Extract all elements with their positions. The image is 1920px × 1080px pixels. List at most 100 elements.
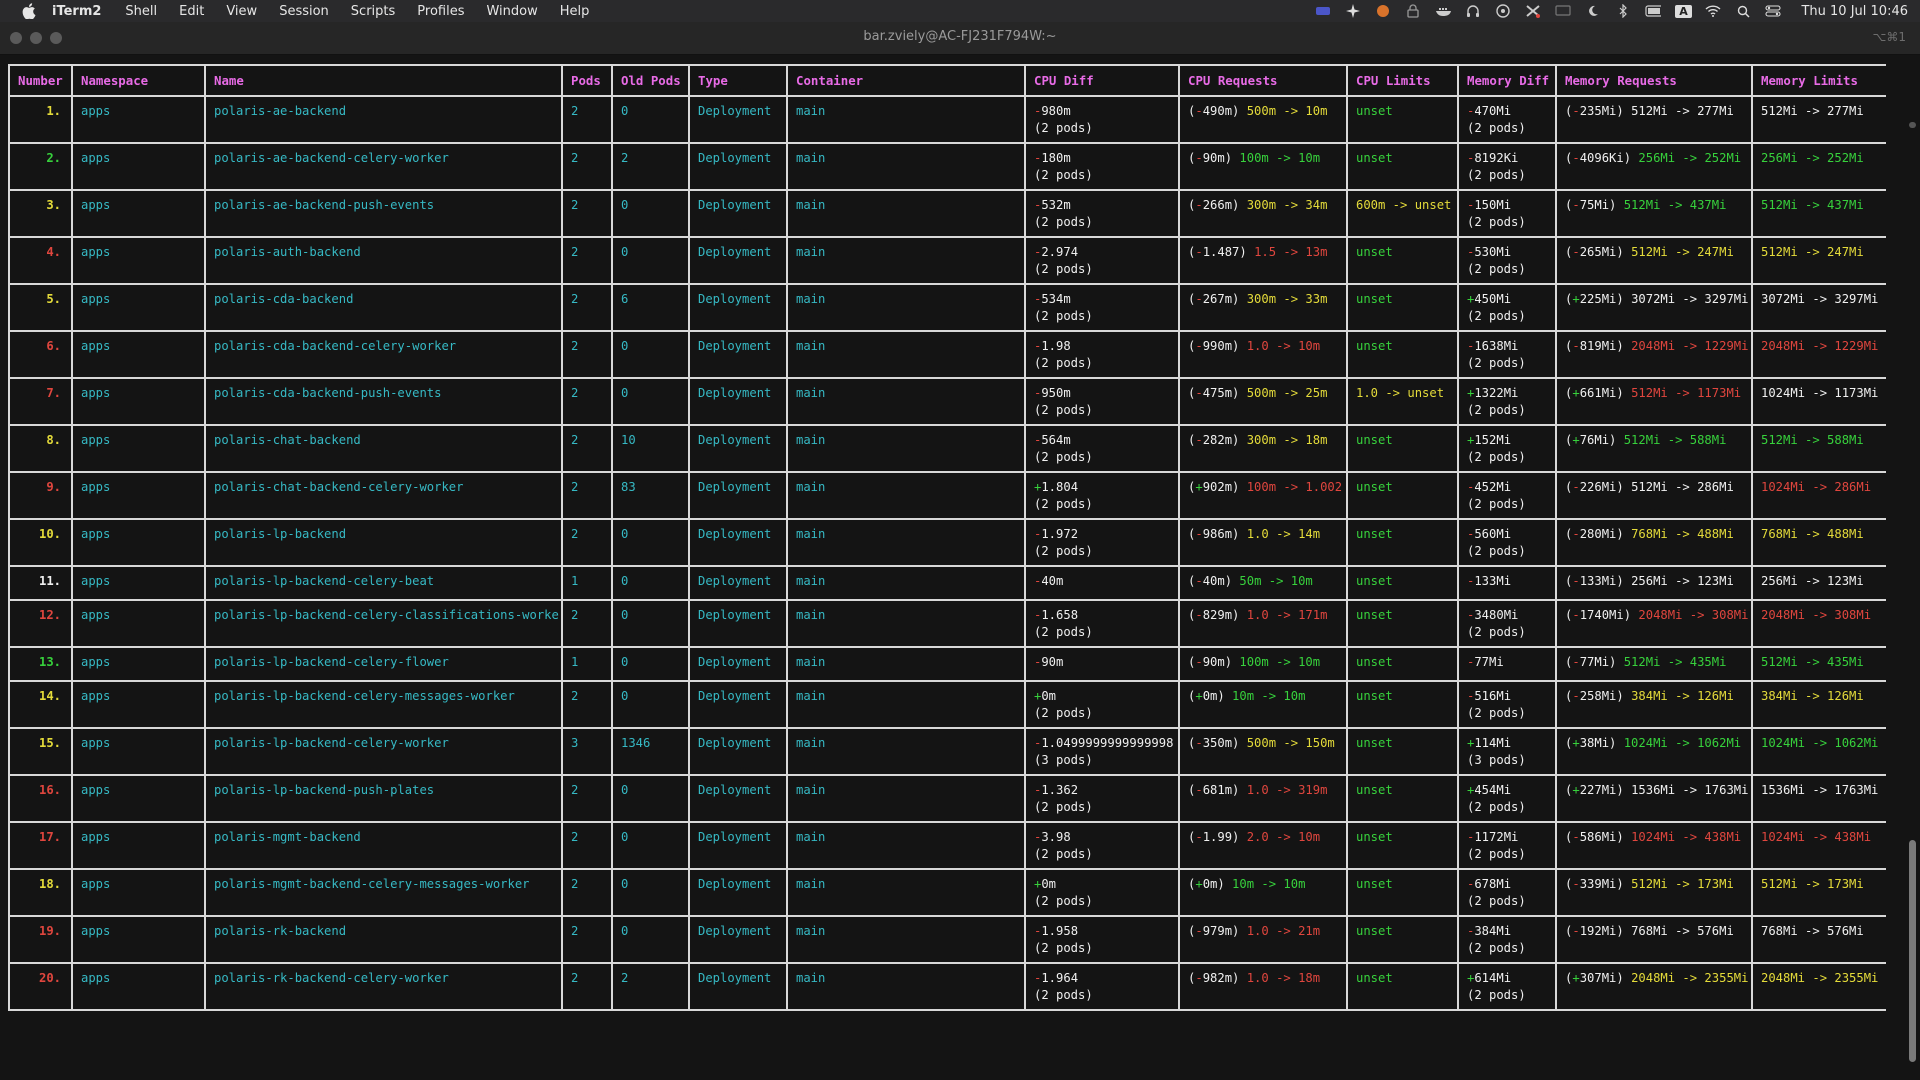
cell-cpu-diff: +0m (2 pods) <box>1024 868 1180 917</box>
mem-diff-value: 1638Mi <box>1474 339 1519 353</box>
mem-limits-value: 1024Mi -> 286Mi <box>1761 480 1872 494</box>
type-value: Deployment <box>698 104 772 118</box>
docker-icon[interactable] <box>1435 4 1452 18</box>
mem-limits-value: 1024Mi -> 1173Mi <box>1761 386 1879 400</box>
wifi-icon[interactable] <box>1705 4 1721 18</box>
cpu-req-change: 500m -> 150m <box>1246 736 1335 750</box>
cpu-diff-pods: (2 pods) <box>1034 403 1093 417</box>
workload-name: polaris-cda-backend-push-events <box>214 386 442 400</box>
mem-req-delta-sign: - <box>1572 608 1580 622</box>
cpu-diff-sign: - <box>1034 783 1042 797</box>
menu-view[interactable]: View <box>226 3 258 19</box>
apple-icon[interactable] <box>20 2 38 20</box>
col-memory-requests-header: Memory Requests <box>1555 64 1753 97</box>
mem-req-delta: 339Mi) <box>1579 877 1624 891</box>
mem-diff-sign: - <box>1467 830 1475 844</box>
search-icon[interactable] <box>1735 4 1751 18</box>
menu-app-iterm2[interactable]: iTerm2 <box>52 3 102 19</box>
cell-memory-requests: (+307Mi) 2048Mi -> 2355Mi <box>1555 962 1753 1011</box>
mem-req-change: 3072Mi -> 3297Mi <box>1631 292 1749 306</box>
cpu-limits-value: unset <box>1356 924 1393 938</box>
row-number: 16. <box>38 783 61 797</box>
mem-diff-value: 530Mi <box>1474 245 1512 259</box>
cell-type: Deployment <box>688 377 788 426</box>
cell-old-pods: 10 <box>611 424 690 473</box>
cell-memory-limits: 512Mi -> 277Mi <box>1751 95 1886 144</box>
bluetooth-icon[interactable] <box>1615 4 1631 18</box>
old-pods-value: 0 <box>621 924 629 938</box>
pods-value: 2 <box>571 877 579 891</box>
namespace-value: apps <box>81 480 111 494</box>
container-value: main <box>796 736 826 750</box>
zoom-window-button[interactable] <box>50 32 62 44</box>
mem-diff-value: 8192Ki <box>1474 151 1519 165</box>
type-value: Deployment <box>698 245 772 259</box>
window-titlebar[interactable]: bar.zviely@AC-FJ231F794W:~ ⌥⌘1 <box>0 22 1920 55</box>
workload-name: polaris-lp-backend-celery-messages-worke… <box>214 689 515 703</box>
cpu-meter-icon[interactable] <box>1315 4 1331 18</box>
battery-icon[interactable] <box>1645 4 1662 18</box>
type-value: Deployment <box>698 877 772 891</box>
namespace-value: apps <box>81 971 111 985</box>
cell-namespace: apps <box>71 95 206 144</box>
cell-cpu-limits: unset <box>1346 142 1459 191</box>
namespace-value: apps <box>81 574 111 588</box>
mem-diff-value: 678Mi <box>1474 877 1512 891</box>
aperture-icon[interactable] <box>1495 4 1511 18</box>
table-header-row: Number Namespace Name Pods Old Pods Type Conta… <box>8 64 1886 97</box>
keyboard-input-icon[interactable]: A <box>1675 4 1692 18</box>
scrollbar-thumb[interactable] <box>1909 840 1916 1062</box>
table-row: 9. apps polaris-chat-backend-celery-worker… <box>8 471 1886 520</box>
menu-scripts[interactable]: Scripts <box>350 3 396 19</box>
cell-cpu-diff: -1.362 (2 pods) <box>1024 774 1180 823</box>
cell-memory-limits: 384Mi -> 126Mi <box>1751 680 1886 729</box>
cell-name: polaris-chat-backend-celery-worker <box>204 471 563 520</box>
control-center-icon[interactable] <box>1765 4 1782 18</box>
pods-value: 2 <box>571 689 579 703</box>
table-row: 7. apps polaris-cda-backend-push-events 2 0 D… <box>8 377 1886 426</box>
workload-name: polaris-mgmt-backend <box>214 830 361 844</box>
cpu-req-change: 300m -> 34m <box>1246 198 1328 212</box>
sparkle-icon[interactable] <box>1345 4 1361 18</box>
cell-type: Deployment <box>688 95 788 144</box>
paren: ( <box>1565 877 1573 891</box>
tools-icon[interactable] <box>1525 4 1541 18</box>
close-window-button[interactable] <box>10 32 22 44</box>
cell-container: main <box>786 727 1026 776</box>
cpu-diff-pods: (2 pods) <box>1034 894 1093 908</box>
mem-req-delta: 1740Mi) <box>1579 608 1632 622</box>
row-number: 15. <box>38 736 61 750</box>
cell-type: Deployment <box>688 424 788 473</box>
cell-cpu-diff: -1.964 (2 pods) <box>1024 962 1180 1011</box>
pods-value: 2 <box>571 527 579 541</box>
type-value: Deployment <box>698 151 772 165</box>
cell-cpu-limits: unset <box>1346 646 1459 682</box>
cell-memory-requests: (-1740Mi) 2048Mi -> 308Mi <box>1555 599 1753 648</box>
lock-icon[interactable] <box>1405 4 1421 18</box>
mem-diff-pods: (2 pods) <box>1467 497 1526 511</box>
menu-session[interactable]: Session <box>279 3 329 19</box>
cpu-diff-value: 90m <box>1041 655 1064 669</box>
terminal-session[interactable]: Number Namespace Name Pods Old Pods Type Conta… <box>8 64 1886 1080</box>
menu-edit[interactable]: Edit <box>179 3 205 19</box>
paren: ( <box>1565 245 1573 259</box>
cell-number: 7. <box>8 377 73 426</box>
moon-icon[interactable] <box>1585 4 1601 18</box>
menu-profiles[interactable]: Profiles <box>417 3 465 19</box>
type-value: Deployment <box>698 830 772 844</box>
cell-cpu-limits: unset <box>1346 727 1459 776</box>
paren: ( <box>1565 339 1573 353</box>
menu-window[interactable]: Window <box>486 3 538 19</box>
headphones-icon[interactable] <box>1465 4 1481 18</box>
paren: ( <box>1188 198 1196 212</box>
menu-shell[interactable]: Shell <box>125 3 158 19</box>
cpu-diff-sign: - <box>1034 104 1042 118</box>
record-icon[interactable] <box>1375 4 1391 18</box>
cpu-limits-value: unset <box>1356 104 1393 118</box>
row-number: 7. <box>46 386 61 400</box>
minimize-window-button[interactable] <box>30 32 42 44</box>
table-row: 11. apps polaris-lp-backend-celery-beat 1 0 D… <box>8 565 1886 601</box>
display-icon[interactable] <box>1555 4 1572 18</box>
menu-help[interactable]: Help <box>559 3 590 19</box>
menubar-clock[interactable]: Thu 10 Jul 10:46 <box>1801 3 1908 19</box>
